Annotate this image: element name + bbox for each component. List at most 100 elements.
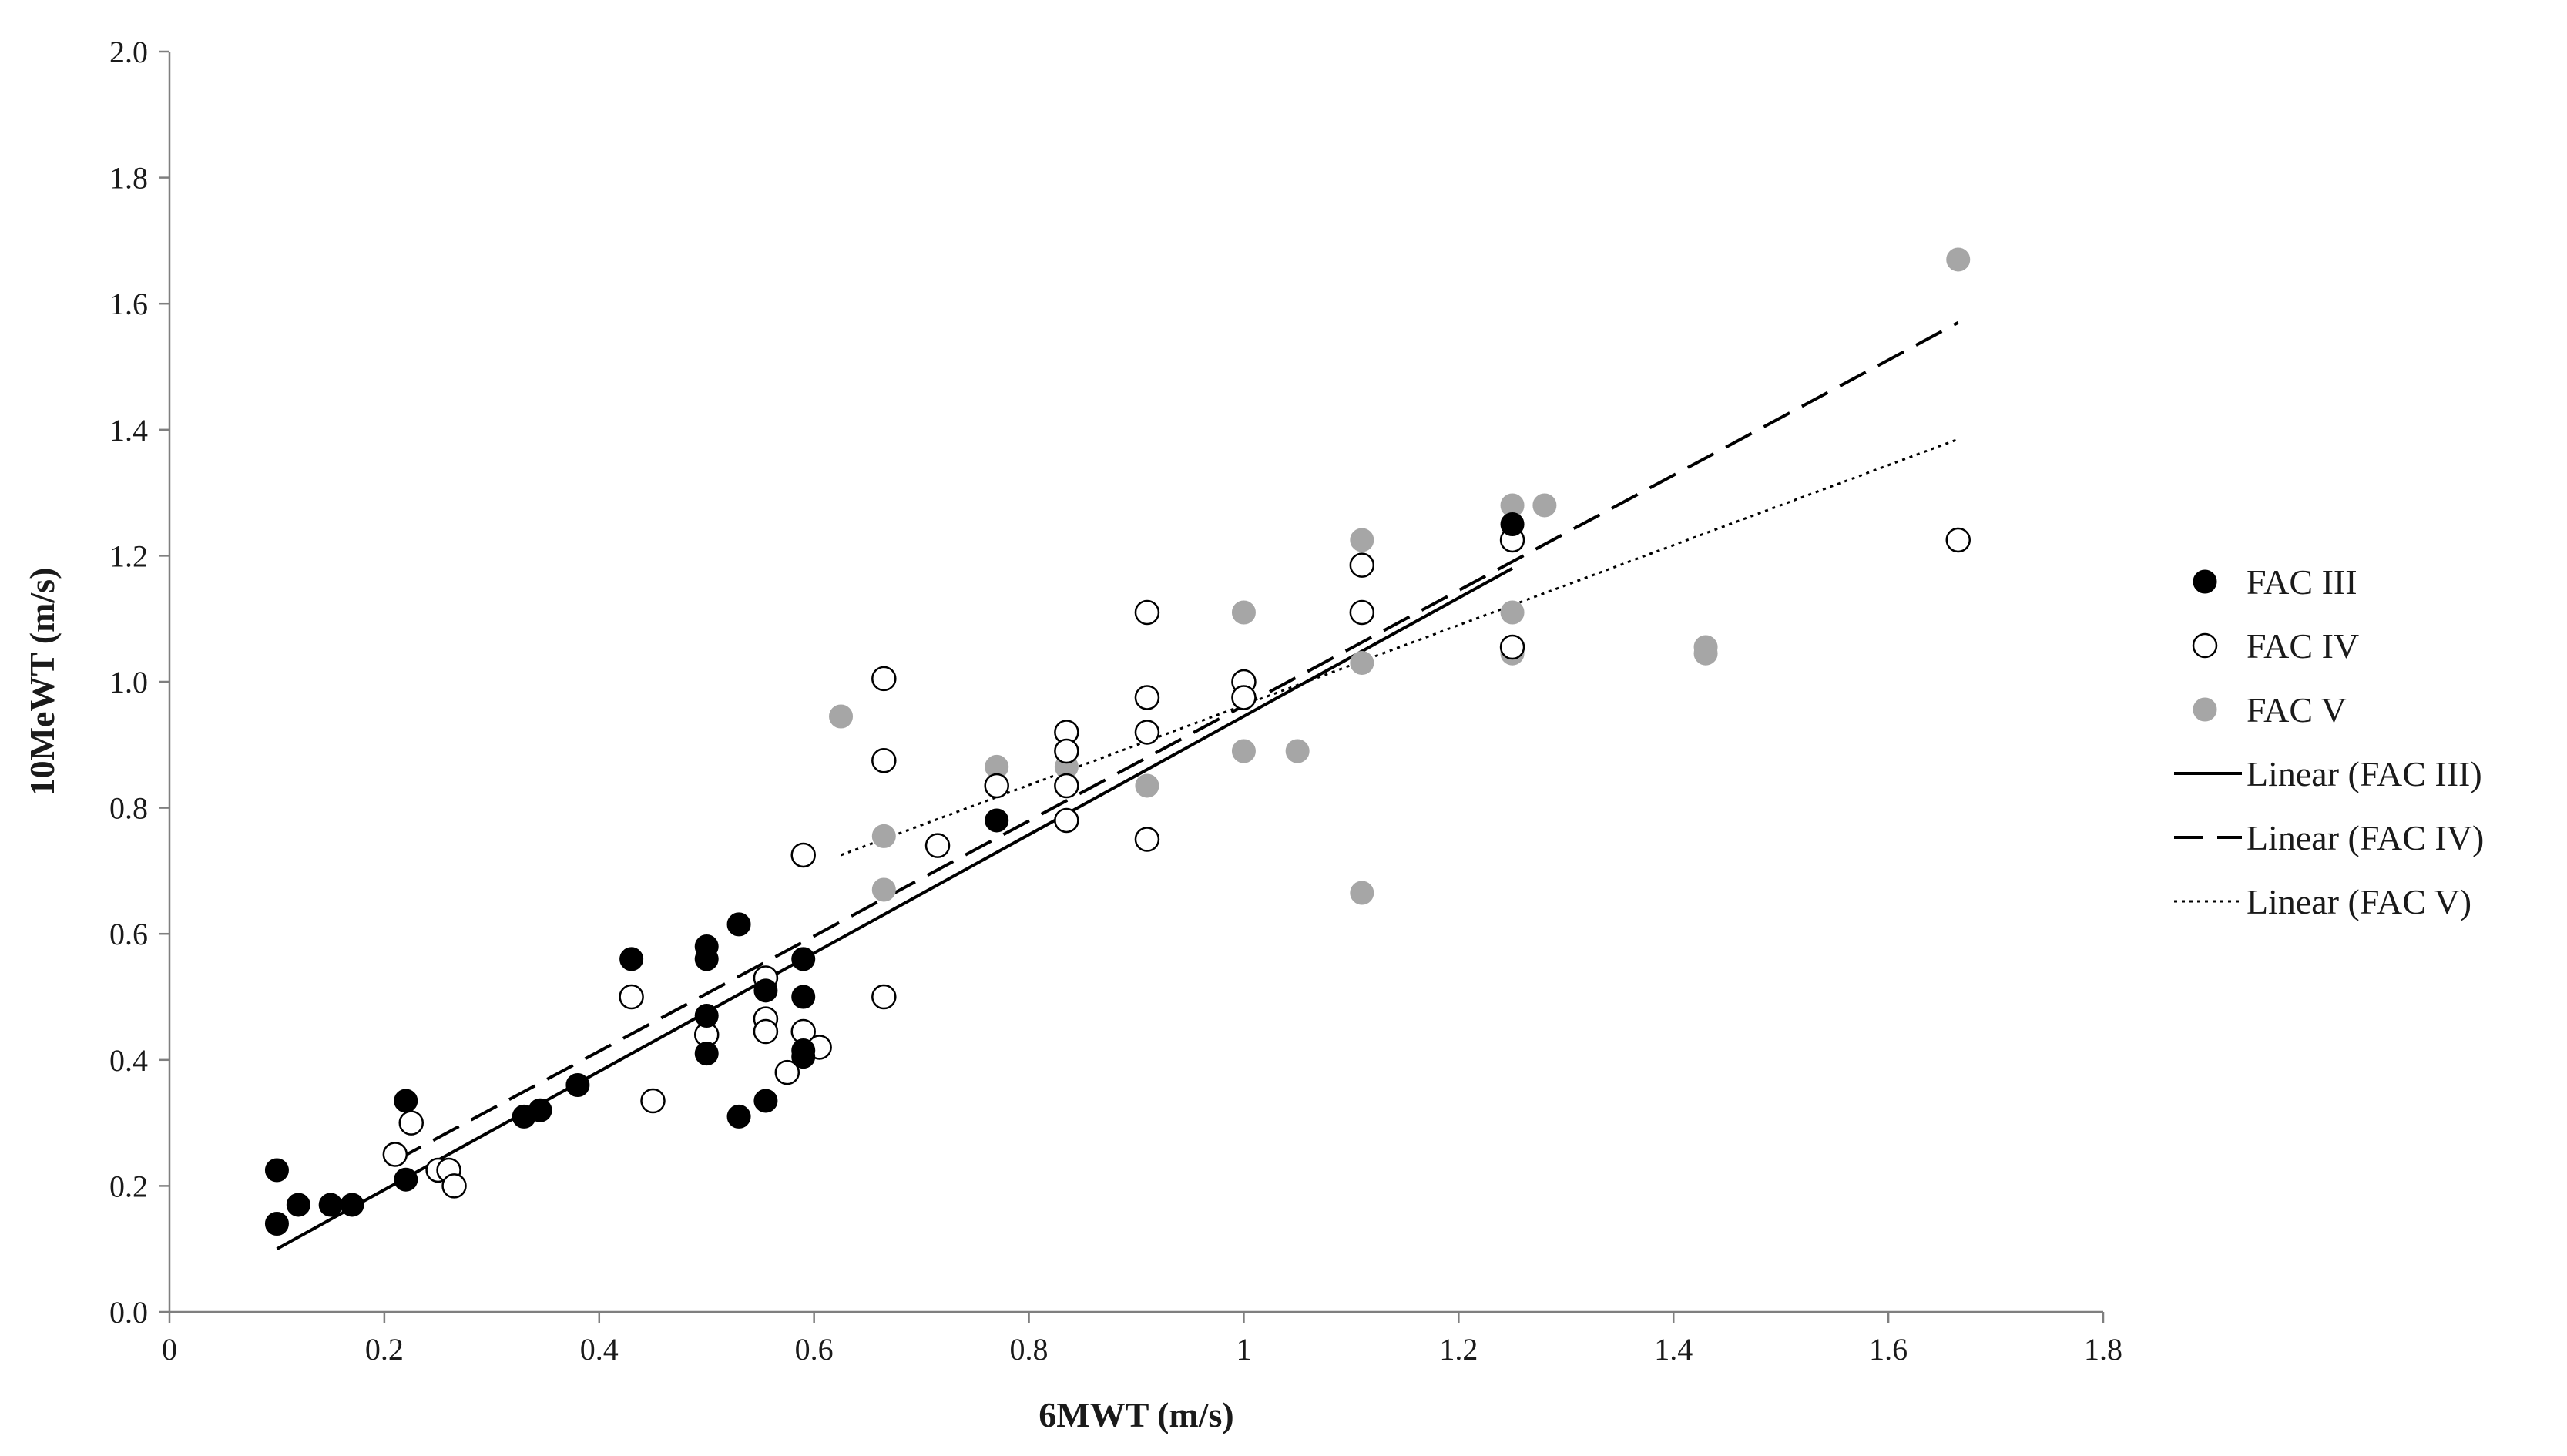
x-tick-label: 1.4 [1654,1332,1693,1367]
y-tick-label: 0.2 [109,1169,148,1203]
legend-marker-fac-iv [2192,632,2218,659]
data-point-fac-v [1285,739,1310,763]
legend: FAC III FAC IV FAC V Linear (FAC III) Linear… [2174,562,2484,921]
data-point-fac-v [1693,641,1718,666]
y-tick-label: 1.4 [109,413,148,448]
data-point-fac-iv [1054,807,1079,834]
data-point-fac-iv [871,748,897,773]
data-point-fac-iii [264,1211,289,1236]
data-point-fac-iii [394,1167,418,1192]
data-point-fac-iii [264,1158,289,1183]
data-point-fac-iv [984,773,1009,799]
axes: 0 0.2 0.4 0.6 0.8 1 1.2 1.4 1.6 1.8 0.0 0.2 0.4 0.6 0.… [109,35,2122,1367]
data-point-fac-iv [1134,720,1160,745]
data-point-fac-iv [1134,599,1160,626]
x-tick-label: 0.2 [365,1332,404,1367]
data-point-fac-v [1231,739,1256,763]
y-axis-title: 10MeWT (m/s) [22,568,62,797]
data-point-fac-iv [1349,552,1375,578]
y-tick-label: 1.0 [109,665,148,699]
y-tick-label: 0.0 [109,1295,148,1330]
data-point-fac-iii [726,1104,751,1129]
legend-marker-fac-v [2193,697,2217,722]
data-point-fac-v [1500,600,1525,625]
x-tick-label: 1.6 [1869,1332,1908,1367]
data-point-fac-iii [394,1089,418,1113]
data-point-fac-iii [565,1073,590,1098]
data-point-fac-iv [1054,738,1079,764]
legend-label-dotted: Linear (FAC V) [2247,882,2471,921]
y-tick-label: 0.4 [109,1043,148,1078]
data-point-fac-iii [528,1098,552,1122]
data-point-fac-iii [1500,512,1525,536]
data-point-fac-iii [318,1193,343,1217]
legend-label-fac-v: FAC V [2247,690,2347,730]
data-point-fac-iii [694,1004,719,1028]
data-point-fac-iv [774,1059,800,1085]
y-tick-label: 1.8 [109,161,148,196]
x-axis-title: 6MWT (m/s) [1039,1395,1233,1434]
data-point-fac-iv [1945,527,1971,553]
data-point-fac-iv [1499,634,1525,660]
data-point-fac-iv [1054,773,1079,799]
data-point-fac-v [1350,528,1374,552]
data-point-fac-v [1946,247,1971,272]
data-points [264,247,1971,1236]
data-point-fac-iv [871,666,897,692]
data-point-fac-iv [398,1110,424,1136]
data-point-fac-v [829,704,854,729]
data-point-fac-iii [340,1193,364,1217]
data-point-fac-v [1532,493,1557,518]
x-tick-label: 1.2 [1439,1332,1478,1367]
data-point-fac-iii [791,1045,816,1069]
legend-label-solid: Linear (FAC III) [2247,754,2482,793]
data-point-fac-iv [1134,827,1160,852]
data-point-fac-iv [790,842,816,868]
data-point-fac-iii [694,1042,719,1066]
legend-label-dashed: Linear (FAC IV) [2247,818,2484,857]
data-point-fac-iv [753,1018,779,1045]
data-point-fac-iv [382,1142,408,1167]
data-point-fac-iv [871,984,897,1010]
data-point-fac-v [1350,881,1374,905]
y-tick-label: 1.6 [109,287,148,321]
data-point-fac-iv [640,1088,666,1114]
x-tick-label: 1.8 [2084,1332,2122,1367]
axis-labels: 6MWT (m/s) 10MeWT (m/s) [22,568,1234,1434]
trendline-dotted [841,438,1959,857]
legend-label-fac-iv: FAC IV [2247,626,2359,666]
trendline-solid [276,567,1514,1250]
data-point-fac-v [1350,650,1374,675]
y-tick-label: 2.0 [109,35,148,69]
data-point-fac-iv [441,1173,467,1199]
data-point-fac-v [1135,773,1159,798]
x-tick-label: 1 [1236,1332,1251,1367]
data-point-fac-iii [985,808,1009,833]
data-point-fac-v [871,877,896,902]
data-point-fac-iii [791,985,816,1009]
legend-marker-fac-iii [2193,569,2217,594]
data-point-fac-iii [286,1193,310,1217]
data-point-fac-iv [924,833,951,858]
data-point-fac-iii [753,1089,778,1113]
data-point-fac-iv [1349,599,1375,626]
data-point-fac-iii [694,947,719,971]
trendline-dashed [394,320,1959,1162]
data-point-fac-iv [1134,685,1160,710]
legend-label-fac-iii: FAC III [2247,562,2357,602]
data-point-fac-iv [1231,685,1257,710]
data-point-fac-iv [619,984,644,1010]
x-tick-label: 0 [162,1332,177,1367]
x-tick-label: 0.6 [795,1332,834,1367]
data-point-fac-v [1231,600,1256,625]
data-point-fac-iii [726,912,751,937]
y-tick-label: 0.6 [109,917,148,951]
data-point-fac-iii [619,947,644,971]
x-tick-label: 0.8 [1010,1332,1049,1367]
data-point-fac-iii [753,978,778,1003]
data-point-fac-v [871,824,896,848]
x-tick-label: 0.4 [580,1332,619,1367]
data-point-fac-iii [791,947,816,971]
